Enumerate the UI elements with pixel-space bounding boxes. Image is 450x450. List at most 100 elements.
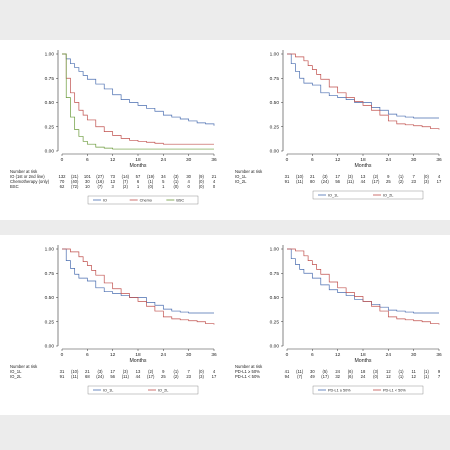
risk-value: 44 <box>361 179 366 184</box>
risk-value: 11 <box>411 369 416 374</box>
risk-value: (24) <box>96 374 104 379</box>
risk-value: (1) <box>424 369 430 374</box>
legend-box <box>312 385 424 395</box>
risk-value: (2) <box>373 174 379 179</box>
risk-value: (0) <box>173 184 179 189</box>
risk-value: 132 <box>59 174 67 179</box>
risk-value: (0) <box>148 184 154 189</box>
y-tick-label: 0.25 <box>270 124 280 130</box>
x-tick-label: 30 <box>411 157 417 163</box>
risk-value: 21 <box>310 174 315 179</box>
risk-value: 3 <box>111 184 114 189</box>
risk-value: 0 <box>187 184 190 189</box>
x-tick-label: 18 <box>360 157 366 163</box>
risk-value: 17 <box>110 369 115 374</box>
risk-value: (1) <box>173 179 179 184</box>
risk-value: (3) <box>123 369 129 374</box>
x-tick-label: 6 <box>311 352 314 358</box>
risk-value: (2) <box>173 374 179 379</box>
x-axis-label: Months <box>129 358 146 364</box>
risk-value: 4 <box>438 174 441 179</box>
risk-value: (6) <box>348 374 354 379</box>
survival-curve <box>62 53 214 150</box>
x-tick-label: 24 <box>161 157 167 163</box>
risk-value: 91 <box>285 179 290 184</box>
km-chart-svg: 0.000.250.500.751.000 6 12 18 24 30 36MonthsNu… <box>235 245 442 395</box>
y-tick-label: 1.00 <box>270 247 280 253</box>
risk-value: 70 <box>60 179 65 184</box>
y-tick-label: 0.75 <box>270 271 280 277</box>
risk-value: 7 <box>412 174 415 179</box>
risk-value: (11) <box>71 374 79 379</box>
risk-value: (3) <box>199 374 205 379</box>
risk-value: 13 <box>110 179 115 184</box>
x-tick-label: 18 <box>135 157 141 163</box>
y-tick-label: 0.00 <box>270 344 280 350</box>
risk-value: (1) <box>398 174 404 179</box>
risk-value: (7) <box>123 179 129 184</box>
risk-value: 7 <box>438 374 441 379</box>
risk-value: (27) <box>96 174 104 179</box>
risk-value: 62 <box>60 184 65 189</box>
y-tick-label: 0.75 <box>45 76 55 82</box>
risk-value: (72) <box>71 184 79 189</box>
x-tick-label: 12 <box>335 157 341 163</box>
risk-value: (2) <box>398 179 404 184</box>
x-tick-label: 24 <box>386 157 392 163</box>
x-tick-label: 0 <box>286 352 289 358</box>
x-tick-label: 0 <box>286 157 289 163</box>
risk-value: 4 <box>213 179 216 184</box>
legend-label: BSC <box>176 198 184 202</box>
risk-value: (17) <box>147 374 155 379</box>
legend-label: IO_1L <box>328 193 338 197</box>
risk-value: 101 <box>84 174 92 179</box>
legend-box <box>312 190 424 200</box>
risk-value: (1) <box>398 369 404 374</box>
x-tick-label: 24 <box>386 352 392 358</box>
risk-value: (0) <box>199 369 205 374</box>
risk-value: (17) <box>372 179 380 184</box>
risk-value: 73 <box>110 174 115 179</box>
risk-value: 12 <box>386 374 391 379</box>
risk-value: (3) <box>97 369 103 374</box>
x-tick-label: 36 <box>436 157 442 163</box>
risk-row-label: Chemotherapy (only) <box>10 179 50 184</box>
x-axis-label: Months <box>129 163 146 169</box>
risk-value: 44 <box>136 374 141 379</box>
risk-value: 9 <box>162 369 165 374</box>
risk-value: 31 <box>285 174 290 179</box>
risk-value: (9) <box>199 174 205 179</box>
risk-value: (7) <box>297 374 303 379</box>
risk-value: (21) <box>71 174 79 179</box>
risk-value: 9 <box>438 369 441 374</box>
km-chart-svg: 0.000.250.500.751.000 6 12 18 24 30 36MonthsNu… <box>10 50 217 205</box>
risk-value: 25 <box>161 374 166 379</box>
risk-row-label: PD-L1 ≥ 50% <box>235 369 260 374</box>
risk-value: (16) <box>96 179 104 184</box>
risk-value: (2) <box>123 184 129 189</box>
legend-label: Chemo <box>140 198 152 202</box>
risk-value: (0) <box>424 174 430 179</box>
risk-value: (11) <box>296 369 304 374</box>
risk-value: (0) <box>373 374 379 379</box>
risk-value: (0) <box>199 179 205 184</box>
y-tick-label: 0.50 <box>270 295 280 301</box>
x-tick-label: 24 <box>161 352 167 358</box>
risk-value: 25 <box>386 179 391 184</box>
risk-value: 4 <box>213 369 216 374</box>
risk-row-label: IO (1st or 2nd line) <box>10 174 45 179</box>
x-tick-label: 0 <box>61 157 64 163</box>
y-tick-label: 1.00 <box>45 52 55 58</box>
km-chart-svg: 0.000.250.500.751.000 6 12 18 24 30 36MonthsNu… <box>10 245 217 395</box>
risk-value: 17 <box>437 179 442 184</box>
risk-table-header: Number at risk <box>10 169 38 174</box>
risk-value: (3) <box>173 174 179 179</box>
y-tick-label: 0.00 <box>270 149 280 155</box>
risk-value: 0 <box>213 184 216 189</box>
y-tick-label: 0.25 <box>270 319 280 325</box>
risk-value: 10 <box>85 184 90 189</box>
y-tick-label: 0.50 <box>45 295 55 301</box>
risk-value: 56 <box>335 179 340 184</box>
risk-value: (1) <box>173 369 179 374</box>
x-tick-label: 18 <box>360 352 366 358</box>
